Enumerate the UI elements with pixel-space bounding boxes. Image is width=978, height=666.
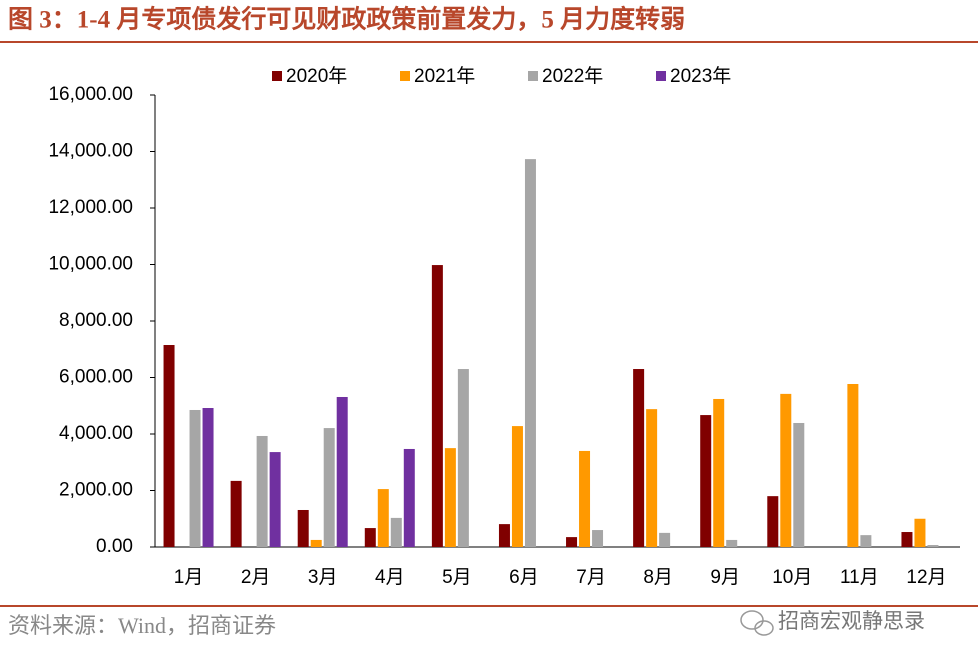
- x-tick-label: 10月: [772, 567, 812, 588]
- bar: [847, 383, 859, 547]
- bar: [323, 428, 335, 547]
- bar: [364, 528, 376, 547]
- bar: [780, 393, 792, 547]
- x-tick-label: 6月: [509, 567, 539, 588]
- watermark: 招商宏观静思录: [778, 609, 925, 633]
- x-tick-label: 12月: [906, 567, 946, 588]
- y-tick-label: 6,000.00: [59, 367, 133, 388]
- chart-title: 图 3：1-4 月专项债发行可见财政政策前置发力，5 月力度转弱: [8, 5, 685, 34]
- y-tick-label: 14,000.00: [48, 141, 133, 162]
- source: 资料来源：Wind，招商证券: [8, 613, 276, 638]
- bar: [202, 408, 214, 547]
- legend-label: 2022年: [542, 65, 603, 87]
- bar: [633, 369, 645, 547]
- bar: [767, 496, 779, 547]
- bar: [403, 448, 415, 547]
- y-tick-label: 8,000.00: [59, 310, 133, 331]
- bar: [256, 435, 268, 547]
- legend-swatch: [400, 71, 410, 81]
- bar: [646, 409, 658, 547]
- y-tick-label: 16,000.00: [48, 84, 133, 105]
- bar: [901, 532, 913, 547]
- x-tick-label: 11月: [840, 567, 879, 588]
- bar: [511, 426, 523, 547]
- bar: [860, 535, 872, 547]
- bar: [524, 159, 536, 547]
- bar: [566, 537, 578, 547]
- bar: [914, 518, 926, 547]
- x-tick-label: 4月: [375, 567, 405, 588]
- bar: [390, 517, 402, 547]
- bar: [310, 539, 322, 547]
- x-tick-label: 3月: [308, 567, 338, 588]
- bar: [377, 489, 389, 547]
- bar: [189, 409, 201, 547]
- bar: [726, 539, 738, 547]
- y-tick-label: 0.00: [96, 536, 133, 557]
- y-tick-label: 12,000.00: [48, 197, 133, 218]
- bar: [336, 396, 348, 547]
- bar: [269, 452, 281, 547]
- legend-swatch: [528, 71, 538, 81]
- x-tick-label: 8月: [643, 567, 673, 588]
- legend-swatch: [272, 71, 282, 81]
- bar: [793, 422, 805, 547]
- legend-label: 2020年: [286, 65, 347, 87]
- bar: [592, 530, 604, 547]
- bar: [579, 450, 591, 547]
- watermark-icon: [740, 610, 774, 636]
- bar: [230, 480, 242, 547]
- y-tick-label: 10,000.00: [48, 254, 133, 275]
- bar: [927, 545, 939, 547]
- y-tick-label: 4,000.00: [59, 423, 133, 444]
- bar: [431, 265, 443, 547]
- bar: [700, 415, 712, 547]
- bar: [297, 509, 309, 547]
- y-tick-label: 2,000.00: [59, 480, 133, 501]
- legend-swatch: [656, 71, 666, 81]
- legend-label: 2023年: [670, 65, 731, 87]
- x-tick-label: 9月: [710, 567, 740, 588]
- x-tick-label: 5月: [442, 567, 472, 588]
- bar: [713, 398, 725, 547]
- legend-label: 2021年: [414, 65, 475, 87]
- bar: [163, 345, 175, 547]
- x-tick-label: 2月: [241, 567, 271, 588]
- bar: [457, 369, 469, 547]
- x-tick-label: 7月: [576, 567, 606, 588]
- x-tick-label: 1月: [174, 567, 204, 588]
- bar: [498, 524, 510, 547]
- bar: [444, 448, 456, 547]
- bar: [659, 532, 671, 547]
